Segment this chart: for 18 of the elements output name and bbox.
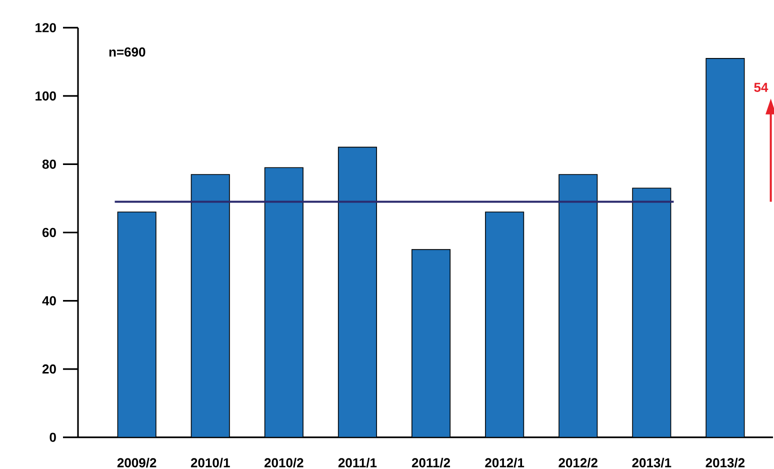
x-tick-label: 2012/1 bbox=[485, 458, 524, 468]
y-tick-label: 0 bbox=[50, 432, 56, 442]
x-tick-label: 2009/2 bbox=[117, 458, 156, 468]
annotation: 54 bbox=[754, 82, 768, 92]
y-tick-label: 100 bbox=[36, 91, 56, 101]
x-tick-label: 2010/1 bbox=[190, 458, 230, 468]
x-tick-label: 2012/2 bbox=[558, 458, 598, 468]
annotation: n=690 bbox=[109, 47, 146, 57]
x-tick-label: 2010/2 bbox=[264, 458, 304, 468]
y-tick-label: 120 bbox=[36, 23, 56, 32]
x-tick-label: 2011/2 bbox=[412, 458, 450, 468]
y-tick-label: 40 bbox=[42, 296, 56, 306]
y-tick-label: 80 bbox=[42, 160, 56, 169]
x-tick-label: 2013/2 bbox=[706, 458, 745, 468]
x-tick-label: 2013/1 bbox=[632, 458, 672, 468]
y-tick-label: 60 bbox=[42, 228, 56, 238]
x-tick-label: 2011/1 bbox=[338, 458, 377, 468]
y-tick-label: 20 bbox=[42, 364, 56, 374]
